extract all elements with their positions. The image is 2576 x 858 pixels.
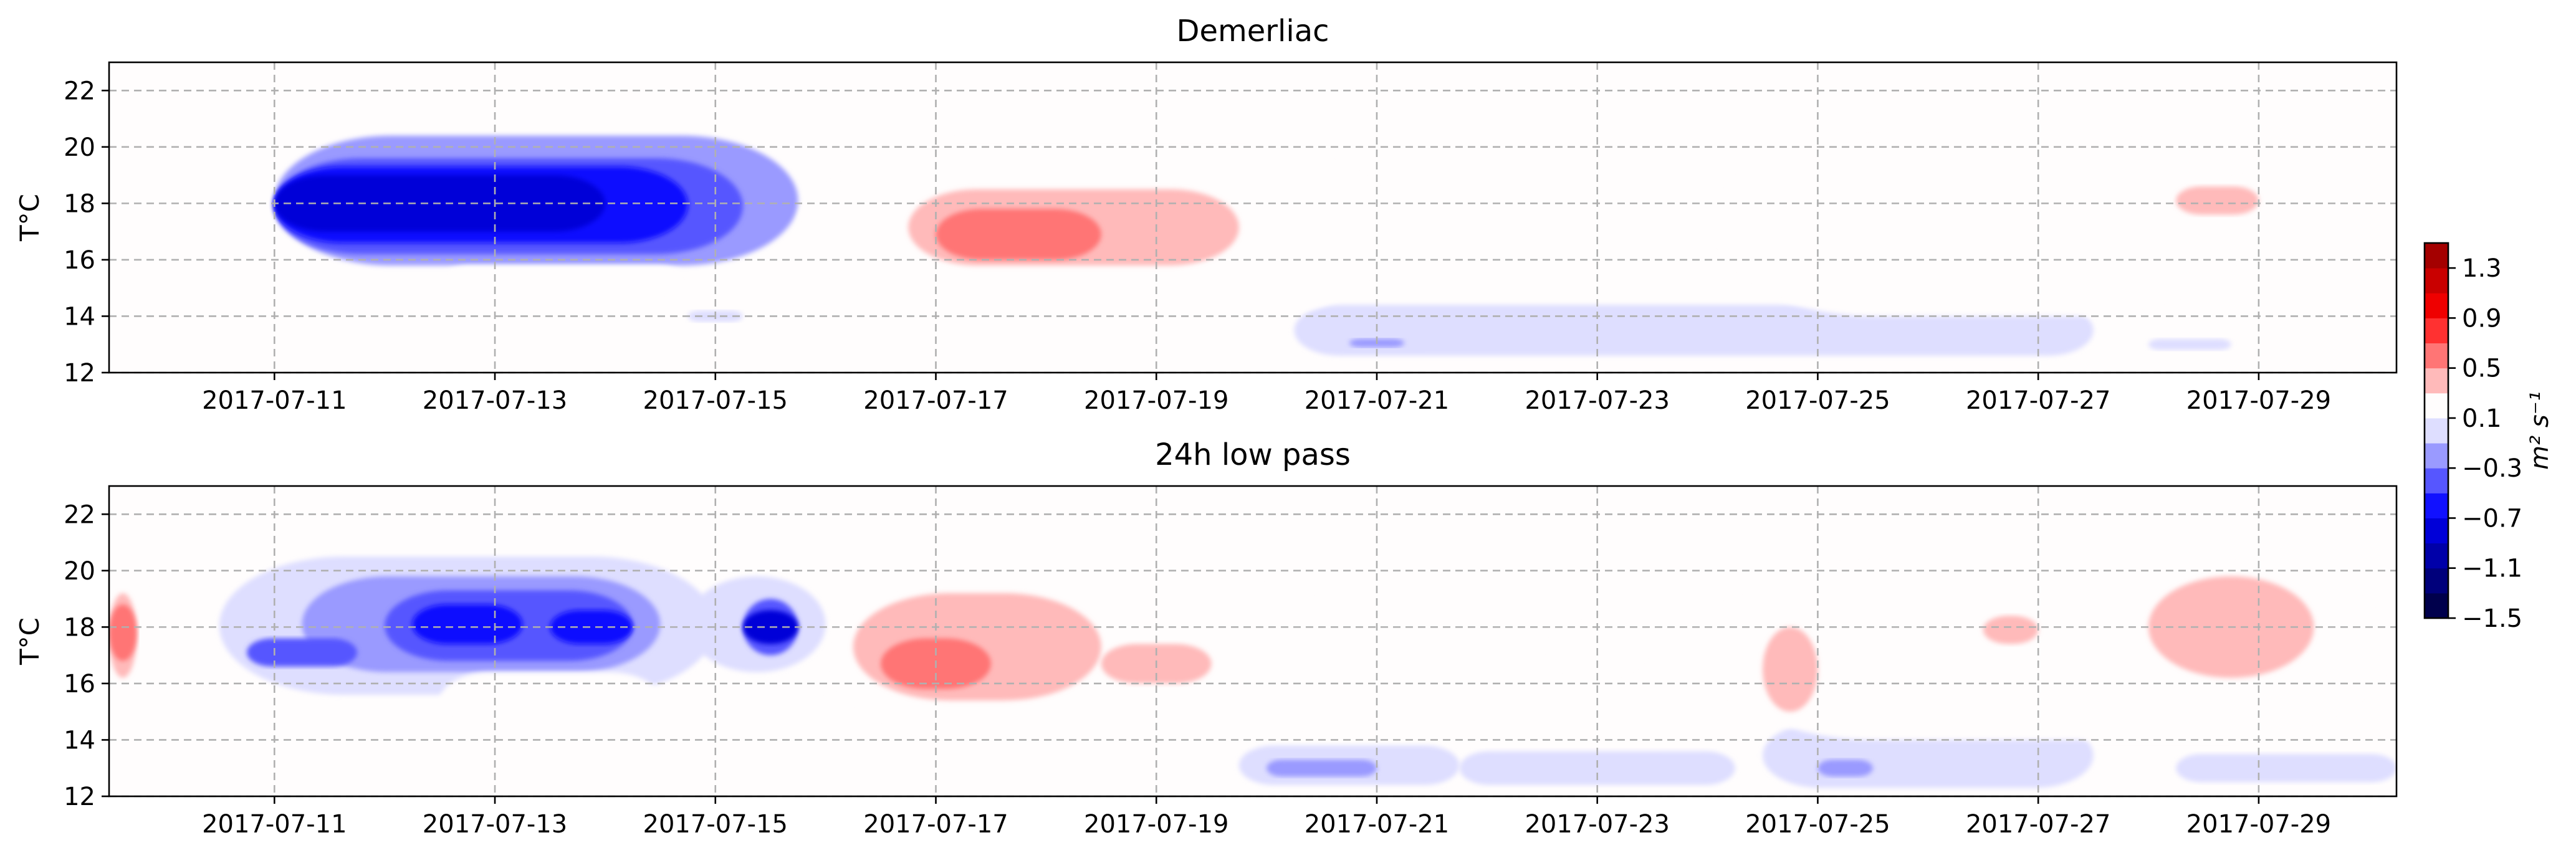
contour-region-positive-25 (1983, 616, 2039, 644)
panel-2-y-ticks: 12 14 16 18 20 22 (64, 500, 109, 811)
contour-region-positive-10 (936, 209, 1101, 260)
colorbar-swatch (2425, 318, 2448, 344)
x-tick-label: 2017-07-23 (1525, 810, 1669, 839)
contour-region-negative-18 (1459, 751, 1735, 785)
contour-region-negative-21 (2176, 754, 2396, 783)
y-tick-label: 22 (64, 500, 95, 529)
panel-1-y-axis-label: T°C (14, 194, 45, 242)
x-tick-label: 2017-07-13 (423, 810, 567, 839)
colorbar-swatch (2425, 543, 2448, 569)
colorbar-swatch (2425, 268, 2448, 293)
y-tick-label: 14 (64, 302, 95, 331)
contour-region-negative-7 (550, 610, 633, 644)
y-tick-label: 16 (64, 246, 95, 275)
colorbar-tick-label: 1.3 (2462, 254, 2502, 283)
contour-region-negative-7 (2148, 338, 2231, 350)
contour-region-positive-2 (109, 604, 137, 661)
panel-2-title: 24h low pass (1155, 437, 1351, 472)
contour-region-negative-6 (412, 604, 523, 644)
contour-region-negative-17 (1266, 760, 1377, 777)
x-tick-label: 2017-07-13 (423, 386, 567, 415)
x-tick-label: 2017-07-23 (1525, 386, 1669, 415)
colorbar-tick-label: −1.5 (2462, 604, 2522, 633)
contour-region-positive-14 (1542, 285, 1570, 291)
x-tick-label: 2017-07-27 (1966, 810, 2110, 839)
x-tick-label: 2017-07-27 (1966, 386, 2110, 415)
colorbar-swatch (2425, 493, 2448, 518)
panel-1-x-ticks: 2017-07-11 2017-07-13 2017-07-15 2017-07-17… (202, 373, 2331, 415)
colorbar-swatch (2425, 518, 2448, 544)
x-tick-label: 2017-07-15 (643, 386, 788, 415)
x-tick-label: 2017-07-21 (1305, 810, 1449, 839)
contour-region-negative-4 (1294, 305, 2094, 356)
y-tick-label: 18 (64, 189, 95, 218)
y-tick-label: 16 (64, 670, 95, 698)
colorbar-tick-label: −1.1 (2462, 555, 2522, 583)
colorbar-swatch (2425, 443, 2448, 469)
panel-1-y-ticks: 12 14 16 18 20 22 (64, 77, 109, 388)
colorbar-swatch (2425, 368, 2448, 394)
colorbar-swatches (2425, 243, 2448, 619)
colorbar-swatch (2425, 417, 2448, 444)
x-tick-label: 2017-07-15 (643, 810, 788, 839)
x-tick-label: 2017-07-11 (202, 810, 347, 839)
x-tick-label: 2017-07-11 (202, 386, 347, 415)
x-tick-label: 2017-07-21 (1305, 386, 1449, 415)
panel-1-title: Demerliac (1177, 14, 1329, 49)
x-tick-label: 2017-07-17 (863, 386, 1008, 415)
colorbar-label: m² s⁻¹ (2526, 391, 2554, 470)
colorbar-ticks: −1.5 −1.1 −0.7 −0.3 0.1 0.5 0.9 1.3 (2448, 254, 2522, 633)
contour-region-positive-12 (1707, 130, 2259, 317)
colorbar-tick-label: 0.9 (2462, 304, 2502, 333)
contour-region-positive-24 (1763, 627, 1818, 712)
colorbar-swatch (2425, 468, 2448, 493)
x-tick-label: 2017-07-29 (2186, 810, 2331, 839)
panel-1-contours (274, 130, 2259, 356)
contour-region-positive-13 (2176, 186, 2259, 215)
contour-region-negative-8 (247, 638, 357, 667)
colorbar-swatch (2425, 393, 2448, 419)
colorbar-tick-label: 0.5 (2462, 355, 2502, 383)
panel-2-y-axis-label: T°C (14, 617, 45, 665)
colorbar-swatch (2425, 243, 2448, 269)
y-tick-label: 22 (64, 77, 95, 105)
panel-2-x-ticks: 2017-07-11 2017-07-13 2017-07-15 2017-07-17… (202, 796, 2331, 839)
panel-2-axes-frame (108, 485, 2398, 798)
x-tick-label: 2017-07-17 (863, 810, 1008, 839)
x-tick-label: 2017-07-19 (1084, 810, 1228, 839)
y-tick-label: 14 (64, 726, 95, 755)
colorbar-tick-label: −0.3 (2462, 454, 2522, 483)
colorbar: −1.5 −1.1 −0.7 −0.3 0.1 0.5 0.9 1.3 m² s⁻¹ (2423, 242, 2554, 633)
contour-region-positive-11 (439, 265, 688, 300)
x-tick-label: 2017-07-19 (1084, 386, 1228, 415)
contour-region-negative-20 (1817, 760, 1873, 777)
x-tick-label: 2017-07-29 (2186, 386, 2331, 415)
colorbar-tick-label: −0.7 (2462, 504, 2522, 533)
x-tick-label: 2017-07-25 (1745, 810, 1890, 839)
y-tick-label: 20 (64, 133, 95, 162)
colorbar-tick-label: 0.1 (2462, 404, 2502, 433)
x-tick-label: 2017-07-25 (1745, 386, 1890, 415)
colorbar-frame (2423, 242, 2449, 619)
y-tick-label: 20 (64, 557, 95, 586)
y-tick-label: 18 (64, 613, 95, 642)
y-tick-label: 12 (64, 359, 95, 388)
contour-region-positive-27 (439, 672, 661, 729)
panel-1-axes-frame (108, 61, 2398, 374)
y-tick-label: 12 (64, 783, 95, 811)
colorbar-swatch (2425, 593, 2448, 619)
colorbar-swatch (2425, 568, 2448, 594)
colorbar-swatch (2425, 293, 2448, 318)
contour-region-positive-28 (770, 677, 826, 729)
colorbar-swatch (2425, 343, 2448, 369)
